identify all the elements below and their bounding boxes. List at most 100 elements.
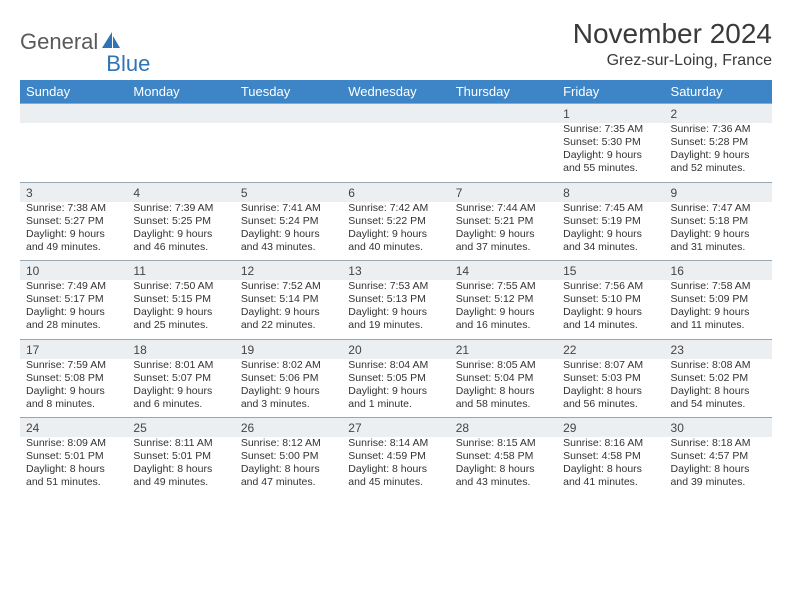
day-number: 28 [450, 418, 557, 437]
day-number: 5 [235, 183, 342, 202]
daylight-text: Daylight: 9 hours and 25 minutes. [133, 306, 228, 332]
sunrise-text: Sunrise: 8:04 AM [348, 359, 443, 372]
sunset-text: Sunset: 5:09 PM [671, 293, 766, 306]
daylight-text: Daylight: 9 hours and 43 minutes. [241, 228, 336, 254]
sunrise-text: Sunrise: 7:44 AM [456, 202, 551, 215]
sunset-text: Sunset: 5:15 PM [133, 293, 228, 306]
day-cell: Sunrise: 8:18 AMSunset: 4:57 PMDaylight:… [665, 437, 772, 496]
daylight-text: Daylight: 9 hours and 55 minutes. [563, 149, 658, 175]
day-cell: Sunrise: 7:38 AMSunset: 5:27 PMDaylight:… [20, 202, 127, 261]
sunrise-text: Sunrise: 8:16 AM [563, 437, 658, 450]
sunrise-text: Sunrise: 7:39 AM [133, 202, 228, 215]
day-number: 17 [20, 340, 127, 359]
sunset-text: Sunset: 5:04 PM [456, 372, 551, 385]
day-number: 20 [342, 340, 449, 359]
sunrise-text: Sunrise: 8:05 AM [456, 359, 551, 372]
daylight-text: Daylight: 9 hours and 11 minutes. [671, 306, 766, 332]
sunrise-text: Sunrise: 7:53 AM [348, 280, 443, 293]
daylight-text: Daylight: 9 hours and 6 minutes. [133, 385, 228, 411]
sunset-text: Sunset: 5:21 PM [456, 215, 551, 228]
sunrise-text: Sunrise: 8:15 AM [456, 437, 551, 450]
sunrise-text: Sunrise: 8:18 AM [671, 437, 766, 450]
day-cell: Sunrise: 7:49 AMSunset: 5:17 PMDaylight:… [20, 280, 127, 339]
day-header: Thursday [450, 80, 557, 104]
sunset-text: Sunset: 5:00 PM [241, 450, 336, 463]
logo-text-blue: Blue [106, 51, 150, 77]
day-number: 27 [342, 418, 449, 437]
day-number: 30 [665, 418, 772, 437]
day-number: 14 [450, 261, 557, 280]
day-number: 7 [450, 183, 557, 202]
day-cell: Sunrise: 8:12 AMSunset: 5:00 PMDaylight:… [235, 437, 342, 496]
sunset-text: Sunset: 5:30 PM [563, 136, 658, 149]
day-number: 9 [665, 183, 772, 202]
daylight-text: Daylight: 8 hours and 54 minutes. [671, 385, 766, 411]
day-cell: Sunrise: 7:52 AMSunset: 5:14 PMDaylight:… [235, 280, 342, 339]
day-number: 10 [20, 261, 127, 280]
sunrise-text: Sunrise: 7:59 AM [26, 359, 121, 372]
daylight-text: Daylight: 8 hours and 43 minutes. [456, 463, 551, 489]
sunrise-text: Sunrise: 7:58 AM [671, 280, 766, 293]
day-number: 12 [235, 261, 342, 280]
day-header: Friday [557, 80, 664, 104]
day-header: Tuesday [235, 80, 342, 104]
day-number: 3 [20, 183, 127, 202]
day-cell: Sunrise: 7:41 AMSunset: 5:24 PMDaylight:… [235, 202, 342, 261]
day-number: 4 [127, 183, 234, 202]
sunrise-text: Sunrise: 7:50 AM [133, 280, 228, 293]
day-header: Monday [127, 80, 234, 104]
sunset-text: Sunset: 4:58 PM [456, 450, 551, 463]
logo: General Blue [20, 18, 150, 66]
sunrise-text: Sunrise: 8:14 AM [348, 437, 443, 450]
day-cell: Sunrise: 8:07 AMSunset: 5:03 PMDaylight:… [557, 359, 664, 418]
day-number: 16 [665, 261, 772, 280]
daylight-text: Daylight: 9 hours and 52 minutes. [671, 149, 766, 175]
daylight-text: Daylight: 9 hours and 34 minutes. [563, 228, 658, 254]
location-subtitle: Grez-sur-Loing, France [573, 52, 772, 70]
day-cell: Sunrise: 7:55 AMSunset: 5:12 PMDaylight:… [450, 280, 557, 339]
daylight-text: Daylight: 9 hours and 3 minutes. [241, 385, 336, 411]
sunset-text: Sunset: 5:07 PM [133, 372, 228, 385]
daylight-text: Daylight: 9 hours and 37 minutes. [456, 228, 551, 254]
daylight-text: Daylight: 9 hours and 28 minutes. [26, 306, 121, 332]
sunset-text: Sunset: 4:59 PM [348, 450, 443, 463]
daylight-text: Daylight: 8 hours and 39 minutes. [671, 463, 766, 489]
day-cell: Sunrise: 7:39 AMSunset: 5:25 PMDaylight:… [127, 202, 234, 261]
sunrise-text: Sunrise: 7:36 AM [671, 123, 766, 136]
daylight-text: Daylight: 8 hours and 51 minutes. [26, 463, 121, 489]
day-cell: Sunrise: 7:59 AMSunset: 5:08 PMDaylight:… [20, 359, 127, 418]
sunset-text: Sunset: 5:12 PM [456, 293, 551, 306]
sunset-text: Sunset: 5:03 PM [563, 372, 658, 385]
day-cell: Sunrise: 8:01 AMSunset: 5:07 PMDaylight:… [127, 359, 234, 418]
daylight-text: Daylight: 9 hours and 31 minutes. [671, 228, 766, 254]
day-cell: Sunrise: 8:02 AMSunset: 5:06 PMDaylight:… [235, 359, 342, 418]
day-number: 23 [665, 340, 772, 359]
day-number: 18 [127, 340, 234, 359]
sunset-text: Sunset: 4:57 PM [671, 450, 766, 463]
daylight-text: Daylight: 9 hours and 16 minutes. [456, 306, 551, 332]
sunrise-text: Sunrise: 7:52 AM [241, 280, 336, 293]
day-number: 8 [557, 183, 664, 202]
sunset-text: Sunset: 5:05 PM [348, 372, 443, 385]
day-number: 22 [557, 340, 664, 359]
sunset-text: Sunset: 5:08 PM [26, 372, 121, 385]
day-cell: Sunrise: 7:44 AMSunset: 5:21 PMDaylight:… [450, 202, 557, 261]
day-cell: Sunrise: 7:53 AMSunset: 5:13 PMDaylight:… [342, 280, 449, 339]
calendar-table: SundayMondayTuesdayWednesdayThursdayFrid… [20, 80, 772, 496]
day-number: 15 [557, 261, 664, 280]
daylight-text: Daylight: 8 hours and 58 minutes. [456, 385, 551, 411]
sunset-text: Sunset: 5:13 PM [348, 293, 443, 306]
day-cell: Sunrise: 7:47 AMSunset: 5:18 PMDaylight:… [665, 202, 772, 261]
sunset-text: Sunset: 5:06 PM [241, 372, 336, 385]
daylight-text: Daylight: 9 hours and 46 minutes. [133, 228, 228, 254]
day-cell: Sunrise: 8:14 AMSunset: 4:59 PMDaylight:… [342, 437, 449, 496]
sunrise-text: Sunrise: 7:55 AM [456, 280, 551, 293]
day-cell: Sunrise: 7:35 AMSunset: 5:30 PMDaylight:… [557, 123, 664, 182]
day-number: 26 [235, 418, 342, 437]
month-title: November 2024 [573, 18, 772, 50]
daylight-text: Daylight: 9 hours and 1 minute. [348, 385, 443, 411]
day-number: 2 [665, 104, 772, 123]
day-cell: Sunrise: 7:42 AMSunset: 5:22 PMDaylight:… [342, 202, 449, 261]
sunrise-text: Sunrise: 7:49 AM [26, 280, 121, 293]
sunrise-text: Sunrise: 7:42 AM [348, 202, 443, 215]
